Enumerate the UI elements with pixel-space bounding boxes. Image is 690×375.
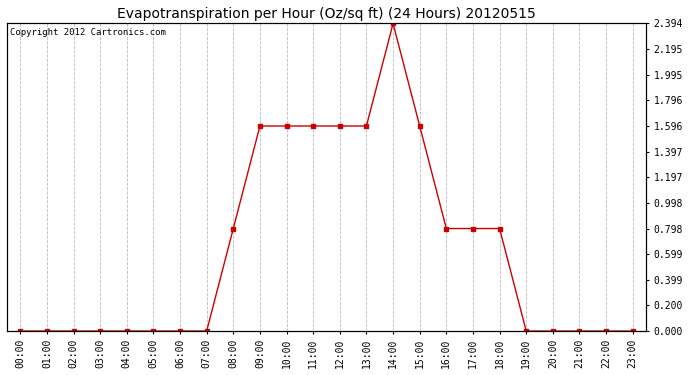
Title: Evapotranspiration per Hour (Oz/sq ft) (24 Hours) 20120515: Evapotranspiration per Hour (Oz/sq ft) (… [117,7,536,21]
Text: Copyright 2012 Cartronics.com: Copyright 2012 Cartronics.com [10,28,166,37]
